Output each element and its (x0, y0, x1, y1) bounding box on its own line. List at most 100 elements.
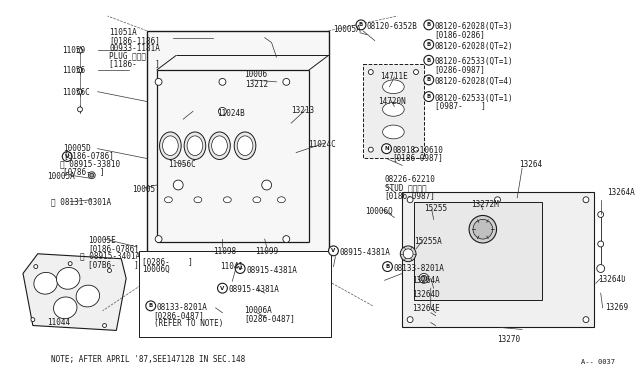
Text: [07B6-    ]: [07B6- ] (88, 260, 139, 269)
Text: B: B (427, 77, 431, 82)
Text: 11099: 11099 (255, 247, 278, 256)
Text: [0786-  ]: [0786- ] (63, 167, 105, 176)
Circle shape (424, 20, 434, 30)
Text: V: V (332, 248, 335, 253)
Circle shape (77, 68, 83, 73)
Ellipse shape (194, 197, 202, 203)
Circle shape (262, 180, 271, 190)
Circle shape (383, 262, 392, 272)
Circle shape (369, 147, 373, 152)
Bar (139, 251, 330, 337)
Ellipse shape (164, 197, 172, 203)
Bar (363, 64, 424, 157)
Text: 10005: 10005 (132, 185, 155, 194)
Circle shape (166, 286, 171, 291)
Text: B: B (427, 42, 431, 47)
Text: 15255: 15255 (424, 204, 447, 213)
Text: 11056: 11056 (62, 66, 85, 75)
Circle shape (583, 197, 589, 203)
Text: 08120-62028(QT=2): 08120-62028(QT=2) (435, 42, 513, 51)
Circle shape (283, 235, 290, 243)
Ellipse shape (383, 125, 404, 139)
Circle shape (598, 241, 604, 247)
Text: 11056C: 11056C (62, 88, 90, 97)
Text: STUD スタッド: STUD スタッド (385, 183, 426, 192)
Circle shape (421, 275, 427, 281)
Circle shape (77, 107, 83, 112)
Text: [0286-0487]: [0286-0487] (154, 311, 205, 320)
Text: 13264D: 13264D (412, 290, 440, 299)
Ellipse shape (76, 285, 100, 307)
Text: [0186-0987]: [0186-0987] (385, 191, 435, 200)
Circle shape (155, 235, 162, 243)
Circle shape (283, 78, 290, 85)
Text: [1186-    ]: [1186- ] (109, 59, 161, 68)
Text: B: B (148, 303, 153, 308)
Ellipse shape (184, 132, 205, 160)
Text: B: B (427, 94, 431, 99)
Circle shape (407, 197, 413, 203)
Circle shape (413, 147, 419, 152)
Text: Ⓑ 08131-0301A: Ⓑ 08131-0301A (51, 198, 111, 207)
Ellipse shape (163, 136, 178, 155)
Ellipse shape (234, 132, 256, 160)
Circle shape (356, 20, 366, 30)
Text: 08133-8201A: 08133-8201A (394, 264, 444, 273)
Ellipse shape (187, 136, 203, 155)
Circle shape (90, 173, 93, 177)
Text: 10005A: 10005A (333, 25, 361, 34)
Ellipse shape (223, 197, 231, 203)
Circle shape (598, 212, 604, 218)
Text: [0186-0286]: [0186-0286] (435, 30, 486, 39)
Circle shape (407, 317, 413, 323)
Circle shape (424, 75, 434, 85)
Circle shape (88, 172, 95, 179)
Text: 08120-62533(QT=1): 08120-62533(QT=1) (435, 94, 513, 103)
Circle shape (328, 246, 339, 256)
Text: [0987-    ]: [0987- ] (435, 102, 486, 110)
Ellipse shape (383, 80, 404, 94)
Circle shape (180, 291, 186, 295)
Text: 10005D: 10005D (63, 144, 91, 153)
Text: N: N (384, 146, 389, 151)
Circle shape (583, 317, 589, 323)
Circle shape (155, 78, 162, 85)
Text: [0186-0786]: [0186-0786] (63, 152, 114, 161)
Circle shape (236, 264, 245, 273)
Circle shape (218, 283, 227, 293)
Text: [0186-0987]: [0186-0987] (392, 154, 444, 163)
Text: NOTE; AFTER APRIL '87,SEE14712B IN SEC.148: NOTE; AFTER APRIL '87,SEE14712B IN SEC.1… (51, 355, 244, 364)
Text: 13270: 13270 (497, 335, 521, 344)
Bar (414, 202, 541, 300)
Circle shape (424, 55, 434, 65)
Text: 11024B: 11024B (218, 109, 245, 118)
Text: 14720N: 14720N (378, 97, 405, 106)
Text: 11041: 11041 (221, 262, 244, 271)
Text: 13213: 13213 (291, 106, 314, 115)
Circle shape (469, 215, 497, 243)
Text: 10006A: 10006A (244, 306, 272, 315)
Text: 10006Q: 10006Q (365, 206, 393, 216)
Ellipse shape (383, 103, 404, 116)
Circle shape (146, 301, 156, 311)
Text: [0286-0987]: [0286-0987] (435, 65, 486, 74)
Text: 00933-1181A: 00933-1181A (109, 44, 161, 52)
Text: 11024C: 11024C (308, 140, 335, 149)
Text: 13264A: 13264A (412, 276, 440, 285)
Text: 13269: 13269 (605, 303, 628, 312)
Text: 08120-62028(QT=3): 08120-62028(QT=3) (435, 22, 513, 31)
Text: 10006Q: 10006Q (142, 264, 170, 273)
Text: 13272M: 13272M (471, 200, 499, 209)
Ellipse shape (253, 197, 260, 203)
Text: 08120-6352B: 08120-6352B (367, 22, 418, 31)
Circle shape (191, 281, 195, 286)
Text: 08120-62028(QT=4): 08120-62028(QT=4) (435, 77, 513, 86)
Text: 13264: 13264 (519, 160, 542, 170)
Circle shape (596, 264, 605, 272)
Text: 13264E: 13264E (412, 304, 440, 313)
Text: 08120-62533(QT=1): 08120-62533(QT=1) (435, 57, 513, 66)
Text: 08918-10610: 08918-10610 (392, 146, 444, 155)
Circle shape (424, 39, 434, 49)
Text: 13212: 13212 (245, 80, 268, 89)
Text: 13264A: 13264A (607, 188, 636, 197)
